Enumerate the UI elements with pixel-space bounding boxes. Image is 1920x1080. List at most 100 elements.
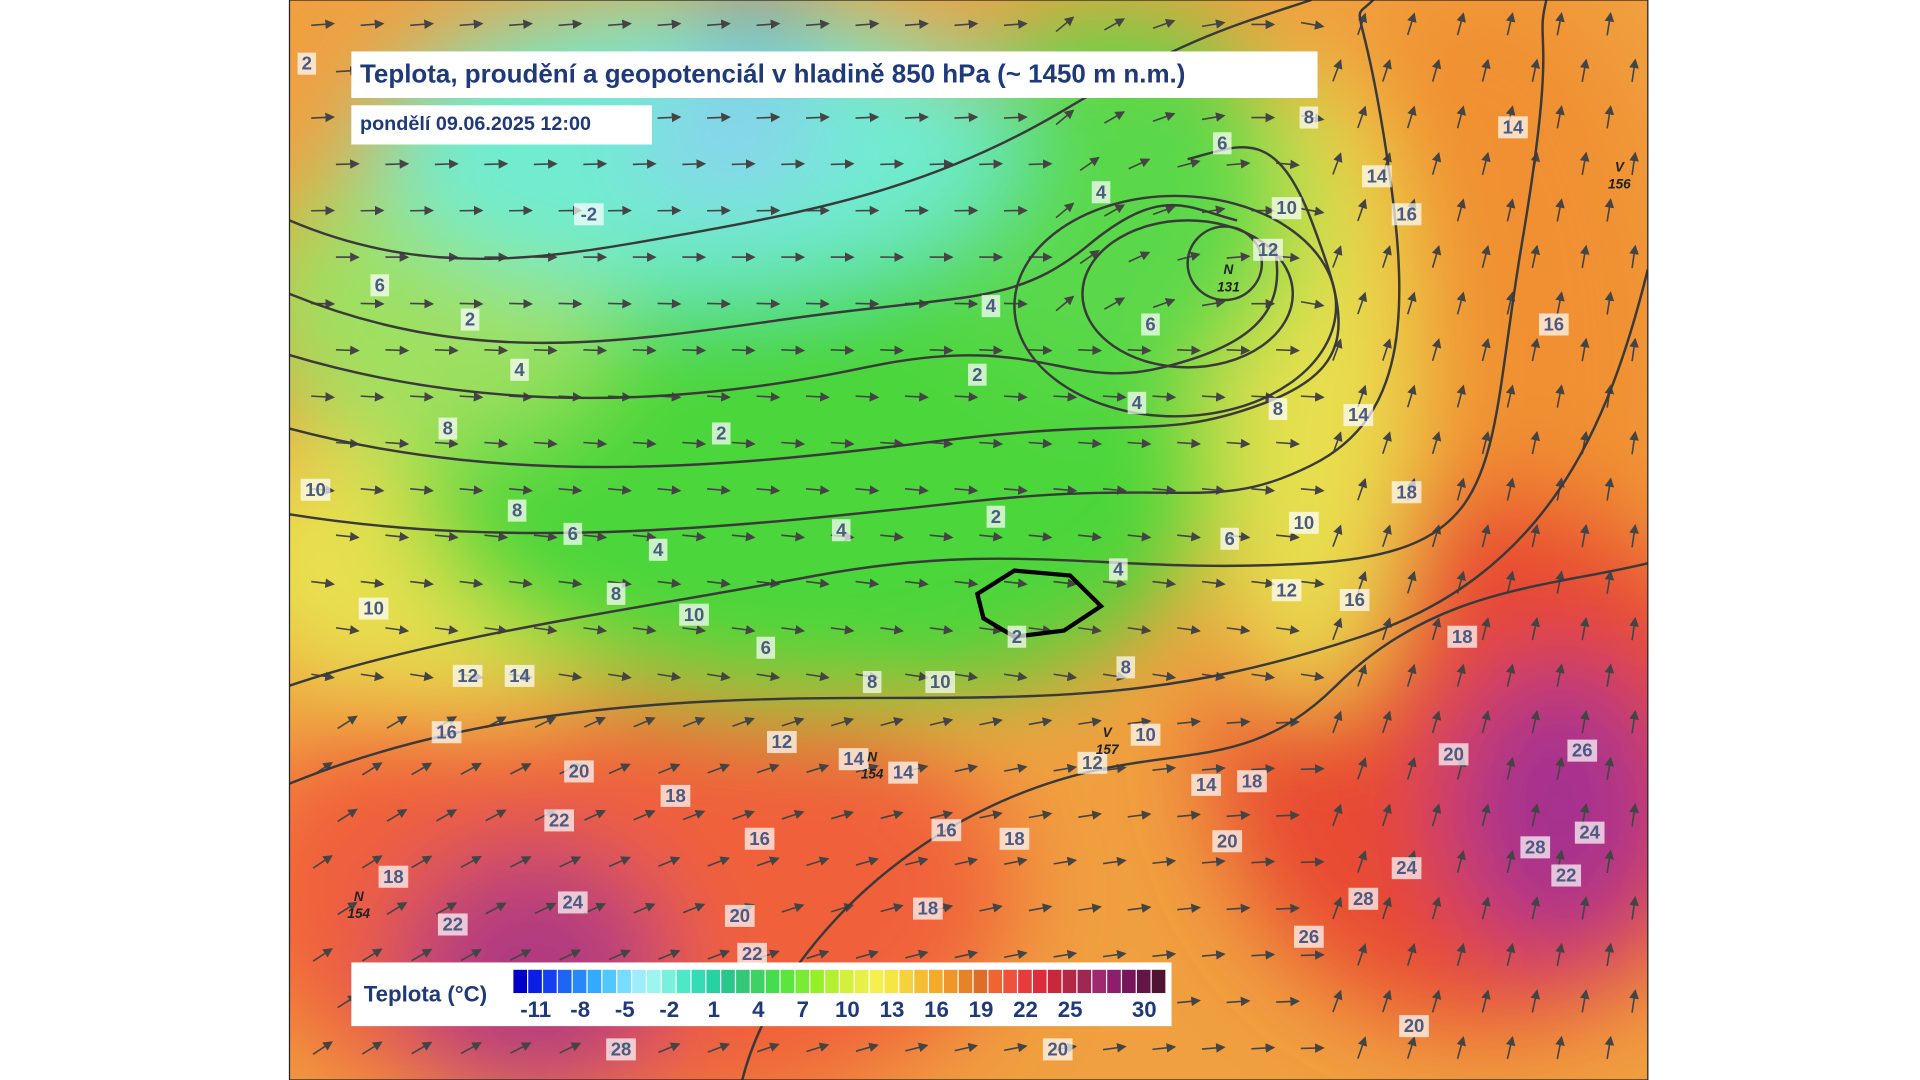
- wind-arrow: [1382, 710, 1392, 734]
- isotherm-label: 12: [1258, 239, 1279, 260]
- color-swatch: [958, 969, 973, 994]
- wind-arrow: [1055, 202, 1075, 219]
- wind-arrow: [608, 671, 632, 682]
- color-swatch: [1122, 969, 1136, 994]
- wind-arrow: [1201, 392, 1226, 402]
- wind-arrow: [1682, 991, 1684, 1013]
- wind-arrow: [335, 625, 360, 635]
- wind-arrow: [1226, 996, 1251, 1007]
- wind-arrow: [1078, 717, 1102, 727]
- wind-arrow: [880, 810, 904, 820]
- wind-arrow: [954, 949, 979, 960]
- label-box: [1447, 625, 1478, 648]
- wind-arrow: [1004, 1042, 1028, 1053]
- wind-arrow: [707, 392, 731, 402]
- color-swatch: [632, 969, 646, 994]
- wind-arrow: [1431, 151, 1442, 175]
- wind-arrow: [657, 578, 682, 588]
- wind-arrow: [1629, 337, 1639, 362]
- wind-arrow: [1382, 803, 1392, 827]
- wind-arrow: [979, 345, 1004, 356]
- wind-arrow: [929, 810, 954, 820]
- wind-arrow: [533, 438, 558, 449]
- wind-arrow: [805, 112, 830, 123]
- wind-arrow: [1431, 58, 1442, 82]
- wind-arrow: [1505, 756, 1516, 780]
- wind-arrow: [1300, 299, 1325, 309]
- label-box: [1399, 1015, 1429, 1038]
- wind-arrow: [1406, 756, 1417, 780]
- wind-arrow: [707, 763, 731, 774]
- wind-arrow: [434, 438, 459, 449]
- label-box: [1391, 857, 1422, 880]
- wind-arrow: [435, 902, 458, 915]
- color-swatch: [676, 969, 691, 994]
- label-box: [912, 897, 943, 920]
- wind-arrow: [1431, 710, 1442, 734]
- isotherm-label: 18: [1396, 481, 1417, 502]
- wind-arrow: [954, 856, 979, 867]
- isotherm-label: 4: [514, 359, 525, 380]
- wind-arrow: [979, 903, 1003, 913]
- wind-arrow: [1004, 763, 1028, 774]
- wind-arrow: [1431, 431, 1442, 455]
- wind-arrow: [658, 1042, 681, 1054]
- wind-arrow: [1579, 337, 1590, 362]
- wind-arrow: [1406, 943, 1417, 966]
- isotherm-label: 10: [930, 671, 951, 692]
- wind-arrow: [954, 392, 979, 402]
- label-box: [378, 865, 409, 888]
- wind-arrow: [509, 485, 533, 495]
- label-box: [1109, 558, 1128, 581]
- wind-arrow: [360, 671, 385, 682]
- color-swatch: [1136, 969, 1151, 994]
- wind-arrow: [1431, 896, 1442, 920]
- label-box: [1289, 511, 1319, 534]
- wind-arrow: [460, 762, 482, 775]
- wind-arrow: [756, 392, 781, 402]
- wind-arrow: [1152, 950, 1177, 960]
- pressure-center-value: 156: [1608, 177, 1631, 192]
- wind-arrow: [979, 810, 1003, 820]
- color-swatch: [572, 969, 587, 994]
- label-box: [606, 1038, 636, 1061]
- wind-arrow: [756, 763, 780, 774]
- wind-arrow: [559, 1042, 582, 1054]
- isotherm-label: 18: [383, 866, 404, 887]
- color-swatch: [1032, 969, 1047, 994]
- map-frame: [288, 0, 1649, 1080]
- pressure-center-value: 154: [861, 767, 884, 782]
- isotherm-label: 20: [1404, 1015, 1425, 1036]
- wind-arrow: [434, 159, 459, 169]
- wind-arrow: [1406, 663, 1417, 687]
- wind-arrow: [1300, 20, 1325, 30]
- wind-arrow: [1357, 198, 1368, 222]
- wind-arrow: [1152, 112, 1176, 123]
- isotherm-label: 10: [684, 604, 705, 625]
- wind-arrow: [434, 625, 459, 635]
- isotherm-label: 6: [1225, 528, 1235, 549]
- wind-arrow: [1456, 849, 1466, 873]
- wind-arrow: [1028, 345, 1053, 356]
- wind-arrow: [1103, 18, 1126, 31]
- wind-arrow: [1201, 1043, 1226, 1053]
- legend-tick-label: 16: [924, 997, 949, 1022]
- wind-arrow: [1481, 244, 1491, 269]
- legend-label: Teplota (°C): [364, 981, 487, 1006]
- wind-arrow: [1406, 570, 1417, 594]
- wind-arrow: [657, 19, 682, 30]
- wind-arrow: [460, 855, 482, 869]
- czech-border: [974, 568, 1105, 639]
- wind-arrow: [559, 856, 582, 868]
- wind-arrow: [929, 717, 954, 727]
- wind-arrow: [534, 902, 557, 915]
- wind-arrow: [1201, 298, 1226, 308]
- wind-arrow: [360, 578, 385, 588]
- isotherm-label: 18: [1242, 770, 1263, 791]
- wind-arrow: [1127, 810, 1152, 820]
- wind-arrow: [781, 625, 806, 635]
- wind-arrow: [583, 345, 608, 356]
- label-box: [1299, 106, 1319, 129]
- wind-arrow: [1657, 107, 1660, 129]
- wind-arrow: [1177, 345, 1202, 356]
